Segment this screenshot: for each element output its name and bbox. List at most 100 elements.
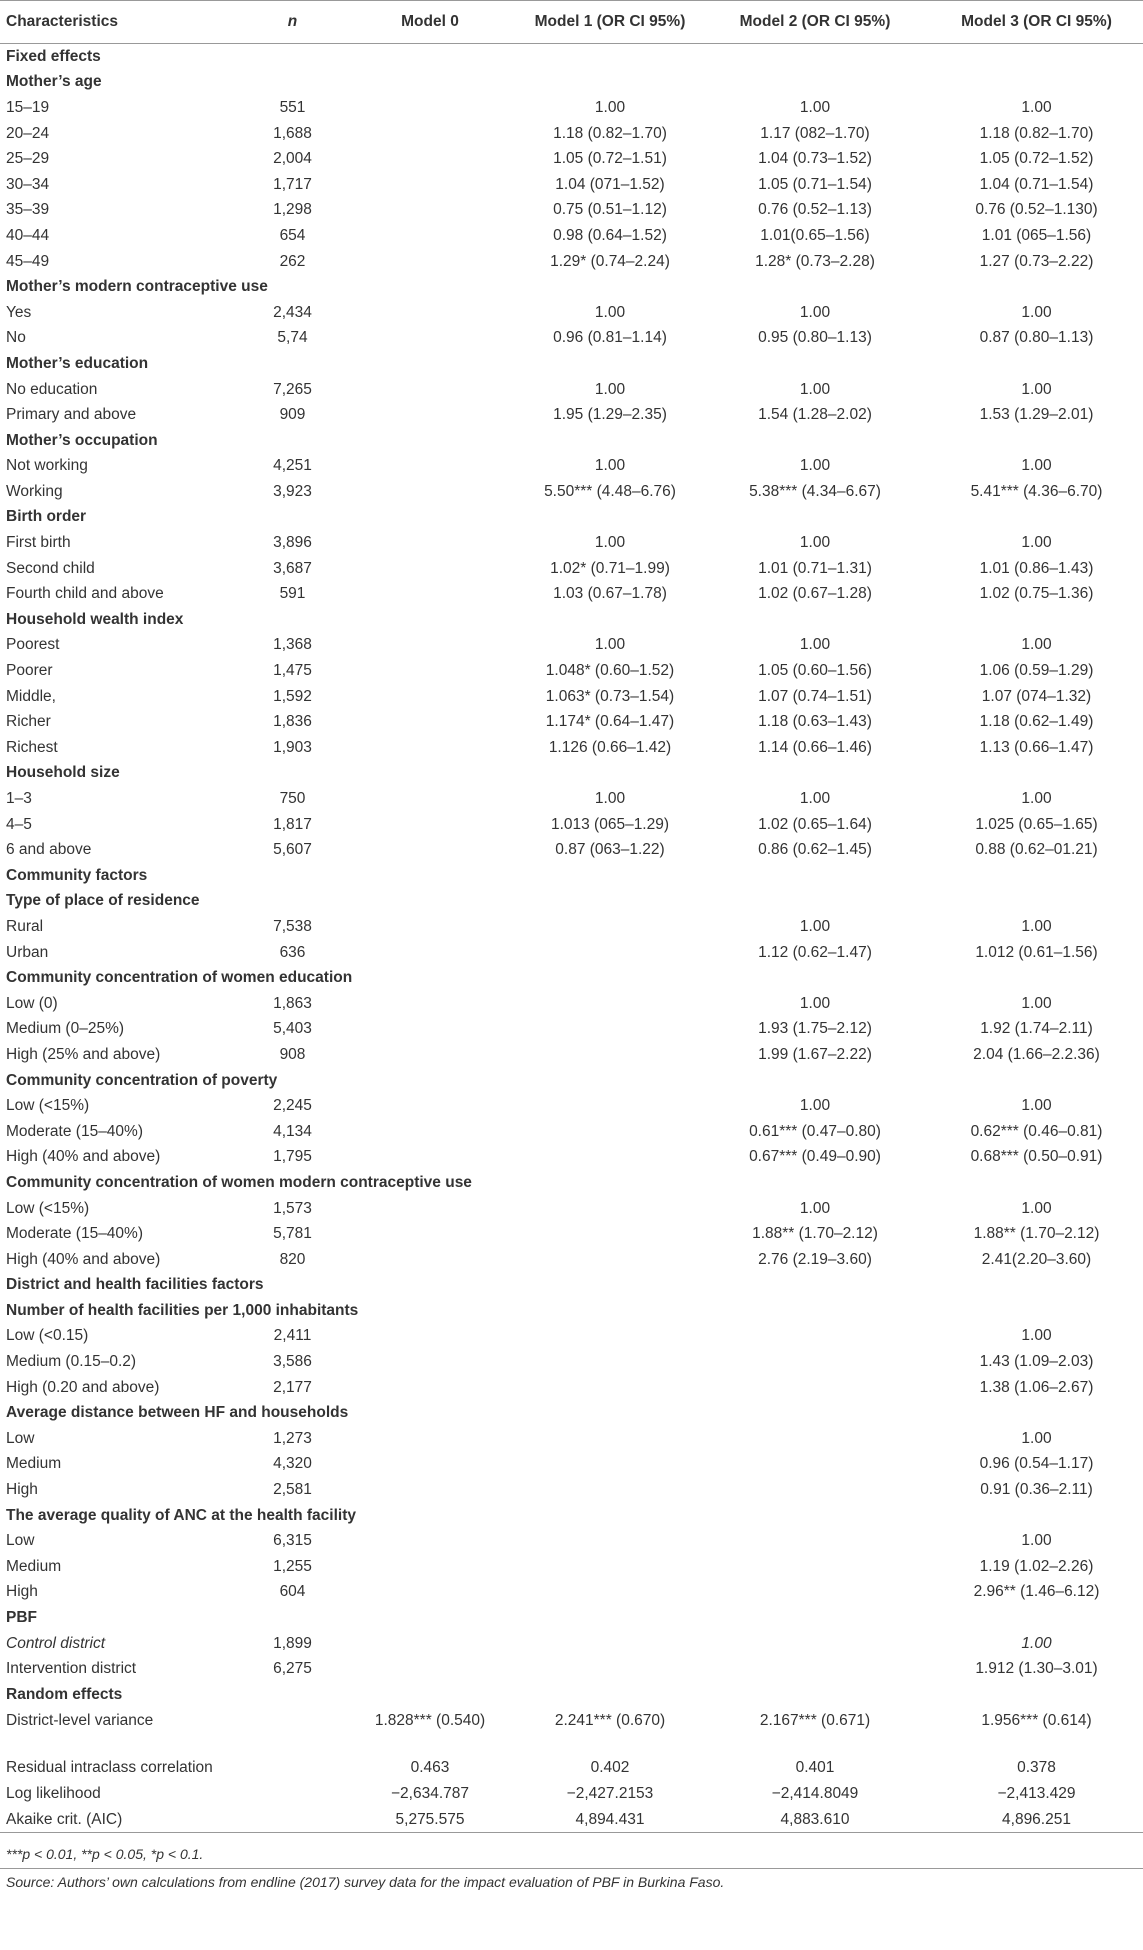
section-row: Mother’s occupation <box>0 428 1143 454</box>
section-row: Mother’s modern contraceptive use <box>0 274 1143 300</box>
cell: 1,836 <box>273 713 312 731</box>
data-row: 15–19 551 1.00 1.00 1.00 <box>0 95 1143 121</box>
cell: 0.95 (0.80–1.13) <box>758 329 872 347</box>
column-header: Characteristics <box>0 0 245 44</box>
cell <box>700 1580 930 1606</box>
cell: 1,903 <box>273 738 312 756</box>
row-label: 45–49 <box>6 252 50 270</box>
column-header: n <box>245 0 340 44</box>
data-row: Intervention district 6,275 1.912 (1.30–3.… <box>0 1656 1143 1682</box>
cell: 0.378 <box>1017 1759 1056 1777</box>
data-row: 40–44 654 0.98 (0.64–1.52) 1.01(0.65–1.56) 1… <box>0 223 1143 249</box>
cell: 4,896.251 <box>930 1806 1143 1834</box>
cell: 1.00 <box>799 994 831 1012</box>
cell: 6,275 <box>273 1660 312 1678</box>
cell <box>340 479 520 505</box>
data-row: Medium (0–25%) 5,403 1.93 (1.75–2.12) 1.92 … <box>0 1017 1143 1043</box>
data-row: Not working 4,251 1.00 1.00 1.00 <box>0 454 1143 480</box>
data-row: 30–34 1,717 1.04 (071–1.52) 1.05 (0.71–1.54… <box>0 172 1143 198</box>
cell: 0.62*** (0.46–0.81) <box>970 1122 1103 1140</box>
cell <box>340 837 520 863</box>
page: Characteristics n Model 0 Model 1 (OR CI 95… <box>0 0 1143 1890</box>
cell: 1.18 (0.82–1.70) <box>979 124 1094 142</box>
cell: 1.00 <box>1021 994 1052 1012</box>
cell: 1.95 (1.29–2.35) <box>553 406 667 424</box>
cell: 0.91 (0.36–2.11) <box>980 1481 1093 1499</box>
cell: 1.00 <box>799 380 831 398</box>
data-row: High (40% and above) 820 2.76 (2.19–3.60) 2… <box>0 1247 1143 1273</box>
cell: 1.88** (1.70–2.12) <box>752 1225 878 1243</box>
cell <box>340 735 520 761</box>
data-row: Yes 2,434 1.00 1.00 1.00 <box>0 300 1143 326</box>
cell <box>520 1093 700 1119</box>
cell: −2,414.8049 <box>771 1784 859 1802</box>
cell <box>520 1221 700 1247</box>
row-label: Poorest <box>6 636 60 654</box>
row-label: Akaike crit. (AIC) <box>0 1806 245 1834</box>
cell: 2.76 (2.19–3.60) <box>758 1250 872 1268</box>
data-row: High 2,581 0.91 (0.36–2.11) <box>0 1477 1143 1503</box>
cell: 2,004 <box>273 150 312 168</box>
cell: 1.00 <box>594 534 626 552</box>
cell: 1.00 <box>1021 1097 1052 1115</box>
cell: 1.00 <box>1021 98 1052 116</box>
cell <box>700 1528 930 1554</box>
row-label: Low <box>6 1429 35 1447</box>
row-label: 1–3 <box>6 790 32 808</box>
cell <box>340 940 520 966</box>
row-label: No <box>6 329 26 347</box>
cell <box>340 1247 520 1273</box>
cell: 1.99 (1.67–2.22) <box>758 1045 872 1063</box>
cell: 1.92 (1.74–2.11) <box>980 1020 1093 1038</box>
row-label: 30–34 <box>6 175 50 193</box>
cell: 1.28* (0.73–2.28) <box>755 252 875 270</box>
data-row: High 604 2.96** (1.46–6.12) <box>0 1580 1143 1606</box>
cell <box>245 1781 340 1807</box>
cell: 5,607 <box>273 841 312 859</box>
section-heading: Average distance between HF and househol… <box>6 1404 349 1422</box>
cell <box>340 1017 520 1043</box>
section-heading: District and health facilities factors <box>6 1276 264 1294</box>
cell: 1.07 (0.74–1.51) <box>758 687 872 705</box>
data-row: Low (<15%) 2,245 1.00 1.00 <box>0 1093 1143 1119</box>
cell <box>520 1656 700 1682</box>
section-row: Household size <box>0 761 1143 787</box>
cell <box>340 1196 520 1222</box>
cell <box>700 1631 930 1657</box>
cell: 1.00 <box>799 457 831 475</box>
row-label: 20–24 <box>6 124 50 142</box>
data-row: Medium 4,320 0.96 (0.54–1.17) <box>0 1452 1143 1478</box>
cell: 0.463 <box>410 1759 450 1777</box>
section-row: Household wealth index <box>0 607 1143 633</box>
cell: 0.88 (0.62–01.21) <box>975 841 1098 859</box>
section-heading: Community concentration of poverty <box>6 1071 278 1089</box>
data-row: Low (0) 1,863 1.00 1.00 <box>0 991 1143 1017</box>
cell <box>340 377 520 403</box>
data-row: Medium (0.15–0.2) 3,586 1.43 (1.09–2.03) <box>0 1349 1143 1375</box>
cell: 1.048* (0.60–1.52) <box>545 662 675 680</box>
cell: 1.174* (0.64–1.47) <box>545 713 675 731</box>
row-label: 40–44 <box>6 226 50 244</box>
cell: 6,315 <box>273 1532 312 1550</box>
data-row: Richest 1,903 1.126 (0.66–1.42) 1.14 (0.66–… <box>0 735 1143 761</box>
cell: 1.00 <box>594 457 626 475</box>
cell <box>700 1477 930 1503</box>
cell: 1.00 <box>799 636 831 654</box>
section-row: Average distance between HF and househol… <box>0 1400 1143 1426</box>
cell: 1.013 (065–1.29) <box>550 815 670 833</box>
cell: −2,427.2153 <box>566 1784 654 1802</box>
section-heading: Type of place of residence <box>6 892 200 910</box>
cell: 0.75 (0.51–1.12) <box>553 201 667 219</box>
row-label: Richer <box>6 713 51 731</box>
row-label: No education <box>6 380 98 398</box>
cell <box>520 1017 700 1043</box>
data-row: High (0.20 and above) 2,177 1.38 (1.06–2.6… <box>0 1375 1143 1401</box>
cell: 7,538 <box>273 917 312 935</box>
cell: 1.126 (0.66–1.42) <box>548 738 672 756</box>
data-row: Low 6,315 1.00 <box>0 1528 1143 1554</box>
data-row: Working 3,923 5.50*** (4.48–6.76) 5.38*** (… <box>0 479 1143 505</box>
cell: 3,896 <box>273 534 312 552</box>
column-header: Model 1 (OR CI 95%) <box>520 0 700 44</box>
cell: 0.402 <box>590 1759 630 1777</box>
data-row: District-level variance 1.828*** (0.540) 2… <box>0 1708 1143 1756</box>
